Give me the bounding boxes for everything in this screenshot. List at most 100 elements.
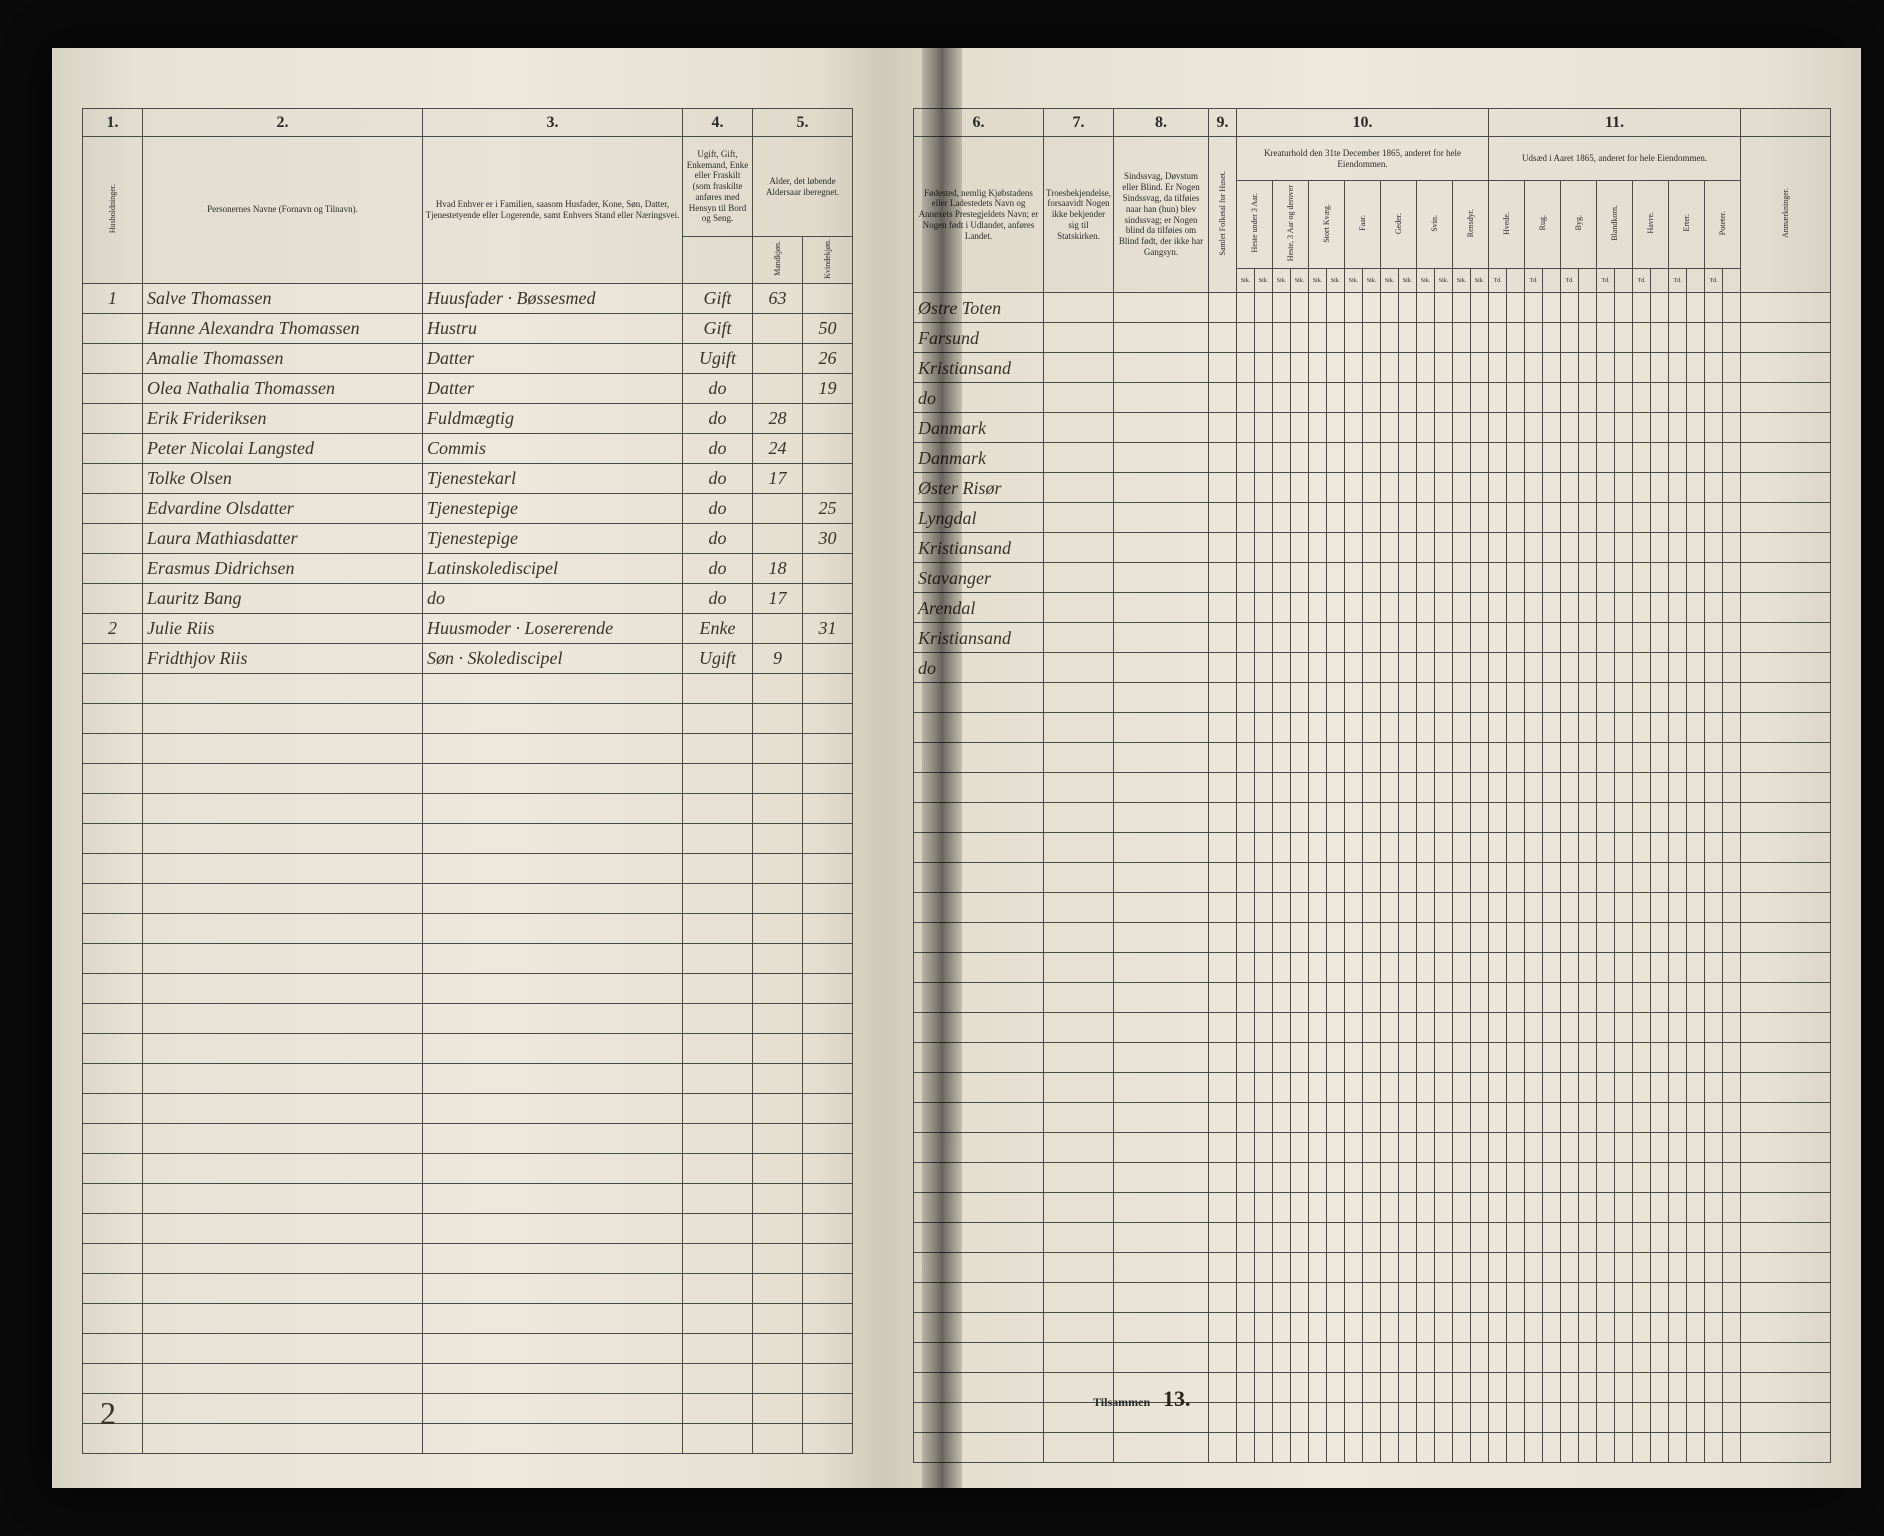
cell-age_f [803,1213,853,1243]
cell-empty [1705,1373,1723,1403]
cell-empty [1651,1163,1669,1193]
cell-status [683,1243,753,1273]
cell-role [423,823,683,853]
cell-empty [1705,413,1723,443]
unit-header: Stk. [1381,269,1399,293]
cell-empty [1363,1013,1381,1043]
cell-empty [1381,413,1399,443]
cell-empty [1345,1313,1363,1343]
cell-empty [1471,1313,1489,1343]
cell-empty [1543,923,1561,953]
cell-empty [1114,683,1209,713]
cell-empty [1209,1373,1237,1403]
cell-empty [1363,1343,1381,1373]
cell-empty [1615,743,1633,773]
cell-empty [1705,953,1723,983]
cell-empty [1597,983,1615,1013]
cell-empty [1291,983,1309,1013]
cell-empty [1255,1163,1273,1193]
cell-empty [1543,893,1561,923]
cell-empty [1723,1103,1741,1133]
cell-name [143,1183,423,1213]
cell-hh [83,1183,143,1213]
cell-remarks [1741,623,1831,653]
table-row [83,703,853,733]
cell-empty [1489,683,1507,713]
cell-empty [1291,773,1309,803]
cell-empty [1471,1103,1489,1133]
table-row [914,863,1831,893]
cell-empty [1435,953,1453,983]
cell-empty [1417,293,1435,323]
cell-empty [1327,593,1345,623]
cell-empty [1363,1433,1381,1463]
cell-age_f [803,1423,853,1453]
cell-empty [1471,983,1489,1013]
cell-empty [1669,293,1687,323]
cell-empty [1669,1343,1687,1373]
cell-empty [1597,1163,1615,1193]
cell-empty [1309,1313,1327,1343]
cell-empty [1723,1043,1741,1073]
cell-empty [1687,353,1705,383]
table-row [83,943,853,973]
cell-empty [1381,293,1399,323]
col-header-name: Personernes Navne (Fornavn og Tilnavn). [143,137,423,284]
cell-empty [1507,1313,1525,1343]
cell-empty [1633,533,1651,563]
table-row: Amalie ThomassenDatterUgift26 [83,343,853,373]
cell-empty [1255,803,1273,833]
cell-hh [83,373,143,403]
cell-empty [1669,413,1687,443]
cell-empty [1687,1253,1705,1283]
cell-birthplace [914,1433,1044,1463]
cell-empty [1651,1343,1669,1373]
cell-empty [1507,953,1525,983]
cell-empty [1209,533,1237,563]
cell-status [683,1273,753,1303]
cell-empty [1579,1343,1597,1373]
cell-empty [1399,1253,1417,1283]
cell-empty [1651,1013,1669,1043]
cell-age_f [803,1153,853,1183]
cell-empty [1381,1163,1399,1193]
cell-empty [1255,983,1273,1013]
cell-empty [1345,413,1363,443]
cell-empty [1525,323,1543,353]
cell-empty [1633,413,1651,443]
cell-empty [1417,983,1435,1013]
cell-empty [1597,833,1615,863]
cell-empty [1561,713,1579,743]
cell-empty [1291,1103,1309,1133]
cell-empty [1417,1133,1435,1163]
cell-empty [1471,1283,1489,1313]
cell-empty [1363,713,1381,743]
cell-empty [1507,713,1525,743]
cell-empty [1399,1103,1417,1133]
cell-empty [1273,923,1291,953]
cell-empty [1723,533,1741,563]
cell-name [143,1333,423,1363]
cell-empty [1579,773,1597,803]
cell-empty [1651,1193,1669,1223]
cell-empty [1273,743,1291,773]
table-row [914,1343,1831,1373]
cell-age_m [753,1213,803,1243]
cell-empty [1044,1223,1114,1253]
cell-birthplace [914,953,1044,983]
col-header-age: Alder, det løbende Aldersaar iberegnet. [753,137,853,237]
col-header-birthplace: Fødested, nemlig Kjøbstadens eller Lades… [914,137,1044,293]
cell-birthplace [914,713,1044,743]
cell-empty [1705,1073,1723,1103]
table-row [914,1163,1831,1193]
cell-empty [1687,1103,1705,1133]
cell-empty [1435,623,1453,653]
cell-empty [1417,683,1435,713]
cell-age_f: 31 [803,613,853,643]
cell-empty [1579,1433,1597,1463]
cell-empty [1651,293,1669,323]
cell-age_m [753,853,803,883]
cell-empty [1615,1193,1633,1223]
cell-age_f [803,643,853,673]
cell-age_m [753,1273,803,1303]
